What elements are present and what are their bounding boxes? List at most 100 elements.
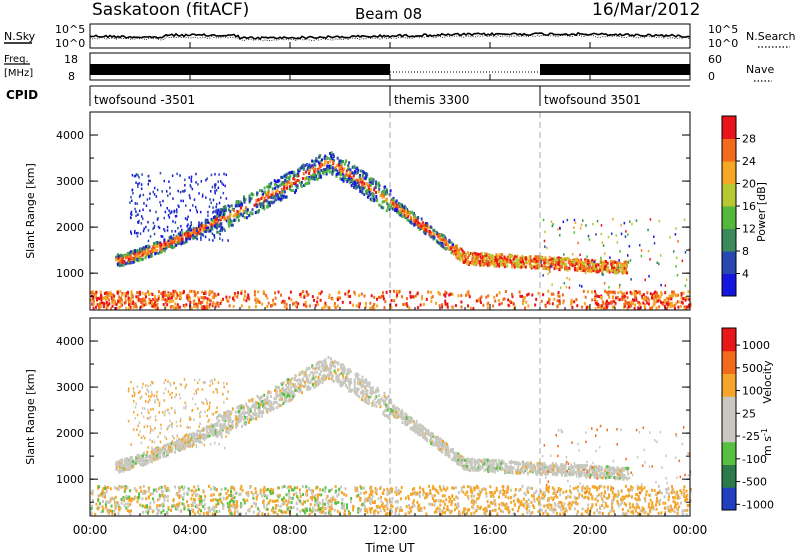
data-cell — [274, 198, 277, 202]
data-cell — [599, 261, 602, 264]
data-cell — [674, 233, 677, 236]
data-cell — [223, 227, 226, 231]
data-cell — [130, 210, 133, 214]
data-cell — [221, 238, 224, 242]
data-cell — [652, 507, 655, 511]
data-cell — [466, 495, 469, 499]
data-cell — [215, 210, 218, 214]
data-cell — [189, 196, 191, 200]
data-cell — [488, 256, 491, 260]
data-cell — [683, 492, 686, 496]
data-cell — [327, 504, 330, 508]
data-cell — [147, 496, 150, 500]
data-cell — [364, 176, 367, 180]
data-cell — [371, 489, 374, 493]
data-cell — [167, 297, 170, 301]
data-cell — [562, 505, 565, 509]
data-cell — [193, 290, 196, 294]
data-cell — [168, 300, 171, 304]
data-cell — [176, 208, 178, 211]
data-cell — [290, 171, 292, 175]
data-cell — [188, 290, 191, 294]
data-cell — [617, 504, 620, 508]
data-cell — [466, 508, 469, 512]
data-cell — [105, 500, 107, 504]
data-cell — [142, 208, 144, 211]
data-cell — [597, 263, 600, 267]
data-cell — [613, 305, 616, 309]
data-cell — [601, 262, 604, 266]
data-cell — [340, 162, 343, 166]
data-cell — [578, 284, 581, 287]
data-cell — [200, 221, 203, 225]
data-cell — [189, 230, 192, 234]
data-cell — [263, 490, 266, 494]
data-cell — [225, 492, 228, 495]
data-cell — [459, 258, 462, 262]
data-cell — [588, 269, 591, 273]
data-cell — [491, 254, 494, 257]
data-cell — [330, 165, 333, 169]
data-cell — [593, 511, 596, 515]
data-cell — [540, 260, 542, 264]
data-cell — [323, 305, 326, 309]
data-cell — [582, 219, 584, 222]
data-cell — [248, 195, 251, 199]
data-cell — [306, 489, 309, 493]
data-cell — [208, 305, 211, 309]
data-cell — [170, 299, 173, 303]
data-cell — [288, 187, 291, 191]
data-cell — [620, 223, 622, 227]
data-cell — [126, 486, 129, 490]
data-cell — [562, 220, 565, 224]
data-cell — [623, 302, 626, 306]
data-cell — [595, 294, 598, 298]
data-cell — [281, 191, 283, 195]
data-cell — [272, 510, 275, 514]
data-cell — [471, 499, 474, 503]
data-cell — [517, 258, 520, 262]
data-cell — [680, 293, 683, 297]
data-cell — [239, 512, 242, 516]
data-cell — [616, 270, 619, 274]
data-cell — [514, 487, 517, 491]
data-cell — [302, 303, 305, 307]
data-cell — [460, 256, 463, 260]
data-cell — [324, 507, 327, 510]
data-cell — [647, 505, 650, 509]
data-cell — [137, 295, 140, 298]
data-cell — [444, 302, 447, 306]
data-cell — [349, 181, 352, 185]
data-cell — [365, 189, 368, 193]
data-cell — [663, 506, 666, 510]
data-cell — [552, 292, 555, 296]
data-cell — [379, 509, 382, 513]
data-cell — [334, 485, 337, 489]
data-cell — [337, 492, 340, 496]
data-cell — [303, 510, 306, 513]
data-cell — [623, 497, 626, 500]
data-cell — [506, 490, 509, 494]
data-cell — [162, 244, 165, 248]
data-cell — [193, 512, 196, 516]
data-cell — [466, 511, 468, 515]
data-cell — [152, 221, 155, 225]
data-cell — [227, 220, 230, 224]
data-cell — [219, 237, 221, 240]
data-cell — [358, 178, 361, 182]
data-cell — [334, 501, 337, 505]
data-cell — [576, 496, 579, 500]
data-cell — [274, 194, 277, 198]
data-cell — [601, 270, 603, 274]
data-cell — [563, 282, 566, 285]
data-cell — [405, 496, 407, 500]
data-cell — [324, 301, 327, 305]
data-cell — [455, 244, 457, 248]
data-cell — [344, 509, 346, 513]
data-cell — [192, 301, 195, 305]
data-cell — [131, 258, 134, 261]
data-cell — [117, 512, 120, 516]
data-cell — [225, 197, 228, 200]
data-cell — [161, 493, 164, 497]
data-cell — [193, 485, 196, 489]
